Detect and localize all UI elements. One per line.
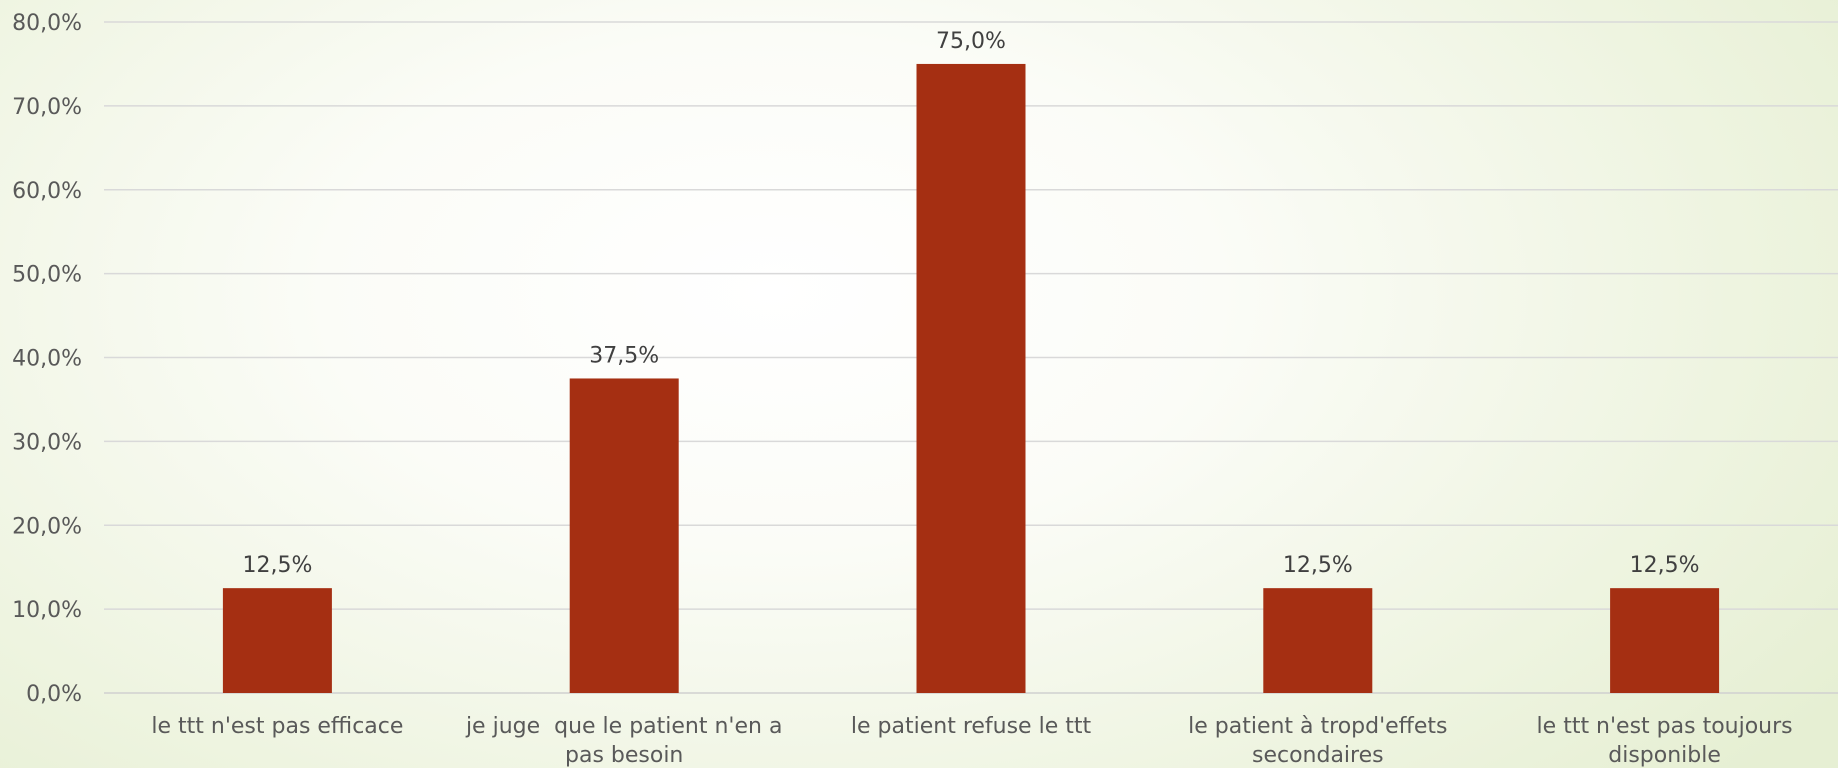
- x-category-label: le patient refuse le ttt: [851, 714, 1092, 739]
- bar: [1263, 588, 1373, 693]
- x-category-label: le ttt n'est pas efficace: [151, 714, 403, 739]
- y-tick-label: 60,0%: [12, 179, 82, 204]
- y-tick-label: 30,0%: [12, 430, 82, 455]
- y-tick-label: 80,0%: [12, 11, 82, 36]
- x-category-label: disponible: [1608, 743, 1721, 768]
- bars: [222, 63, 1720, 693]
- data-label: 37,5%: [589, 343, 659, 368]
- x-axis-categories: le ttt n'est pas efficace je juge que le …: [151, 714, 1792, 768]
- data-labels: 12,5% 37,5% 75,0% 12,5% 12,5%: [242, 29, 1699, 578]
- y-tick-label: 10,0%: [12, 598, 82, 623]
- x-category-label: pas besoin: [565, 743, 683, 768]
- bar: [222, 588, 332, 693]
- y-tick-label: 20,0%: [12, 514, 82, 539]
- y-tick-label: 50,0%: [12, 263, 82, 288]
- x-category-label: le patient à tropd'effets: [1188, 714, 1447, 739]
- y-tick-label: 70,0%: [12, 95, 82, 120]
- bar: [916, 63, 1026, 693]
- y-axis-ticks: 0,0% 10,0% 20,0% 30,0% 40,0% 50,0% 60,0% 70,0% 8…: [12, 11, 82, 707]
- data-label: 12,5%: [1630, 553, 1700, 578]
- bar: [569, 378, 679, 693]
- data-label: 75,0%: [936, 29, 1006, 54]
- data-label: 12,5%: [1283, 553, 1353, 578]
- data-label: 12,5%: [242, 553, 312, 578]
- y-tick-label: 0,0%: [26, 682, 82, 707]
- x-category-label: je juge que le patient n'en a: [465, 714, 783, 739]
- x-category-label: le ttt n'est pas toujours: [1537, 714, 1793, 739]
- bar: [1610, 588, 1720, 693]
- y-tick-label: 40,0%: [12, 347, 82, 372]
- x-category-label: secondaires: [1252, 743, 1384, 768]
